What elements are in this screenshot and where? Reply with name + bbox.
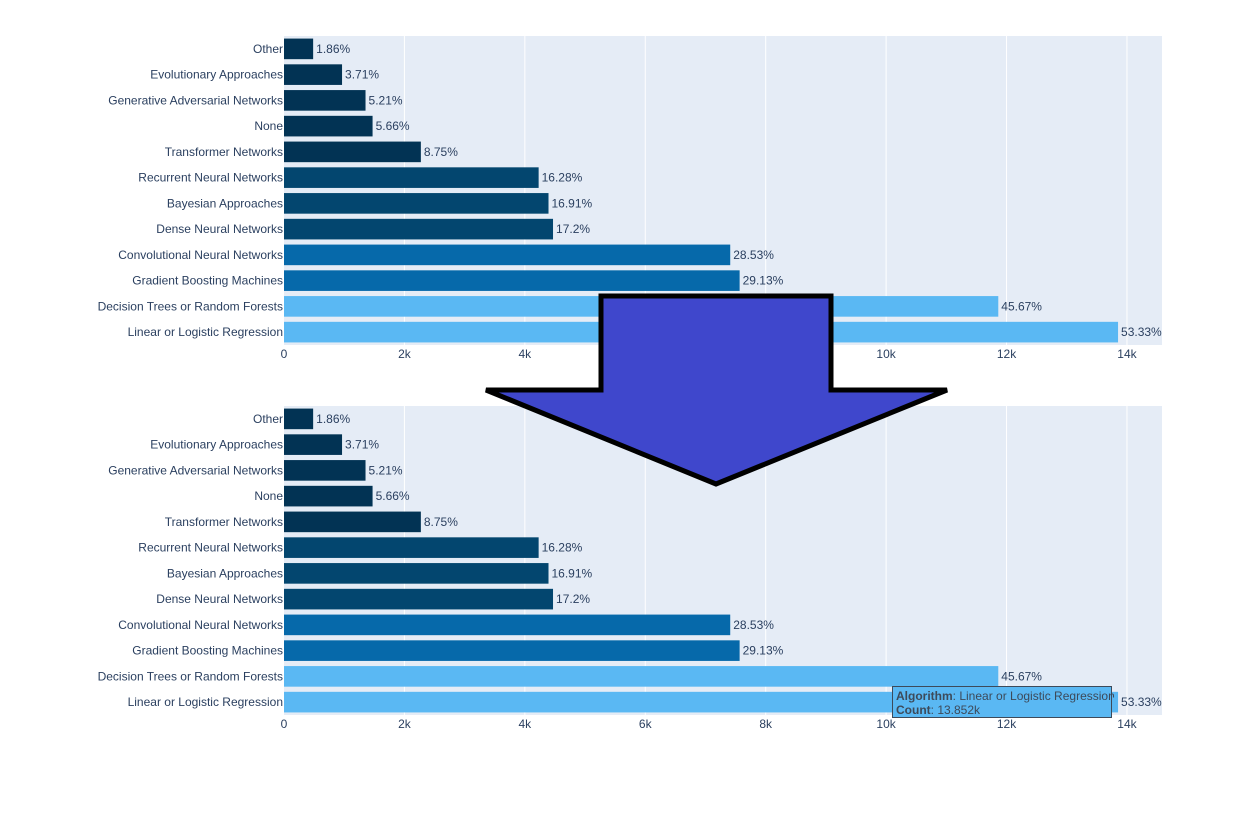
category-label: None xyxy=(254,119,283,133)
x-tick-label: 6k xyxy=(639,347,653,361)
category-label: Dense Neural Networks xyxy=(156,222,283,236)
bar[interactable] xyxy=(284,614,731,636)
category-label: Bayesian Approaches xyxy=(167,196,283,210)
hover-tooltip: Algorithm: Linear or Logistic Regression… xyxy=(892,686,1115,718)
bar[interactable] xyxy=(284,90,366,111)
x-tick-label: 2k xyxy=(398,347,412,361)
x-tick-label: 4k xyxy=(519,717,533,731)
value-label: 16.91% xyxy=(552,566,593,580)
value-label: 5.21% xyxy=(369,463,403,477)
x-tick-label: 8k xyxy=(759,717,773,731)
bar[interactable] xyxy=(284,321,1119,343)
value-label: 5.21% xyxy=(369,93,403,107)
tooltip-algorithm-line: Algorithm: Linear or Logistic Regression xyxy=(896,689,1115,703)
category-label: Transformer Networks xyxy=(165,145,283,159)
value-label: 5.66% xyxy=(376,119,410,133)
category-label: Recurrent Neural Networks xyxy=(138,541,283,555)
bar[interactable] xyxy=(284,588,554,610)
bar[interactable] xyxy=(284,485,373,507)
bar[interactable] xyxy=(284,141,421,163)
value-label: 1.86% xyxy=(316,412,350,426)
category-label: None xyxy=(254,489,283,503)
category-label: Evolutionary Approaches xyxy=(150,68,283,82)
value-label: 53.33% xyxy=(1121,325,1162,339)
bar[interactable] xyxy=(284,193,549,214)
value-label: 29.13% xyxy=(743,274,784,288)
bar[interactable] xyxy=(284,434,343,455)
bar[interactable] xyxy=(284,270,740,291)
value-label: 16.28% xyxy=(542,171,583,185)
tooltip-algorithm-key: Algorithm xyxy=(896,689,953,703)
value-label: 3.71% xyxy=(345,438,379,452)
bar[interactable] xyxy=(284,640,740,661)
category-label: Decision Trees or Random Forests xyxy=(98,299,283,313)
x-tick-label: 12k xyxy=(997,347,1017,361)
bar[interactable] xyxy=(284,64,343,85)
x-tick-label: 10k xyxy=(876,347,896,361)
bar[interactable] xyxy=(284,38,314,60)
category-label: Convolutional Neural Networks xyxy=(118,248,283,262)
x-tick-label: 4k xyxy=(519,347,533,361)
x-tick-label: 0 xyxy=(281,717,288,731)
value-label: 5.66% xyxy=(376,489,410,503)
value-label: 45.67% xyxy=(1001,299,1042,313)
value-label: 16.28% xyxy=(542,541,583,555)
x-tick-label: 14k xyxy=(1117,717,1137,731)
value-label: 28.53% xyxy=(733,618,774,632)
category-label: Gradient Boosting Machines xyxy=(132,644,283,658)
category-label: Recurrent Neural Networks xyxy=(138,171,283,185)
value-label: 17.2% xyxy=(556,592,590,606)
tooltip-count-line: Count: 13.852k xyxy=(896,703,1108,717)
value-label: 8.75% xyxy=(424,145,458,159)
category-label: Transformer Networks xyxy=(165,515,283,529)
bar[interactable] xyxy=(284,460,366,481)
value-label: 8.75% xyxy=(424,515,458,529)
bar[interactable] xyxy=(284,244,731,266)
bar[interactable] xyxy=(284,296,999,317)
bar[interactable] xyxy=(284,115,373,137)
x-tick-label: 0 xyxy=(281,347,288,361)
value-label: 1.86% xyxy=(316,42,350,56)
x-tick-label: 2k xyxy=(398,717,412,731)
value-label: 3.71% xyxy=(345,68,379,82)
bar[interactable] xyxy=(284,167,539,188)
bar[interactable] xyxy=(284,218,554,240)
x-tick-label: 14k xyxy=(1117,347,1137,361)
category-label: Dense Neural Networks xyxy=(156,592,283,606)
value-label: 45.67% xyxy=(1001,669,1042,683)
bar[interactable] xyxy=(284,563,549,584)
category-label: Other xyxy=(253,42,283,56)
category-label: Linear or Logistic Regression xyxy=(128,325,283,339)
x-tick-label: 12k xyxy=(997,717,1017,731)
category-label: Linear or Logistic Regression xyxy=(128,695,283,709)
bar[interactable] xyxy=(284,537,539,558)
tooltip-count-value: : 13.852k xyxy=(930,703,981,717)
value-label: 17.2% xyxy=(556,222,590,236)
value-label: 53.33% xyxy=(1121,695,1162,709)
category-label: Convolutional Neural Networks xyxy=(118,618,283,632)
x-tick-label: 10k xyxy=(876,717,896,731)
value-label: 16.91% xyxy=(552,196,593,210)
tooltip-algorithm-value: : Linear or Logistic Regression xyxy=(952,689,1115,703)
category-label: Generative Adversarial Networks xyxy=(108,93,283,107)
category-label: Evolutionary Approaches xyxy=(150,438,283,452)
tooltip-pointer-icon xyxy=(1112,696,1118,708)
category-label: Other xyxy=(253,412,283,426)
tooltip-count-key: Count xyxy=(896,703,931,717)
category-label: Bayesian Approaches xyxy=(167,566,283,580)
top-bar-chart: Other 1.86% Evolutionary Approaches 3.71% Ge… xyxy=(98,36,1162,361)
value-label: 29.13% xyxy=(743,644,784,658)
x-tick-label: 6k xyxy=(639,717,653,731)
bar[interactable] xyxy=(284,666,999,687)
category-label: Generative Adversarial Networks xyxy=(108,463,283,477)
category-label: Gradient Boosting Machines xyxy=(132,274,283,288)
x-tick-label: 8k xyxy=(759,347,773,361)
category-label: Decision Trees or Random Forests xyxy=(98,669,283,683)
value-label: 28.53% xyxy=(733,248,774,262)
bar[interactable] xyxy=(284,408,314,430)
bar[interactable] xyxy=(284,511,421,533)
